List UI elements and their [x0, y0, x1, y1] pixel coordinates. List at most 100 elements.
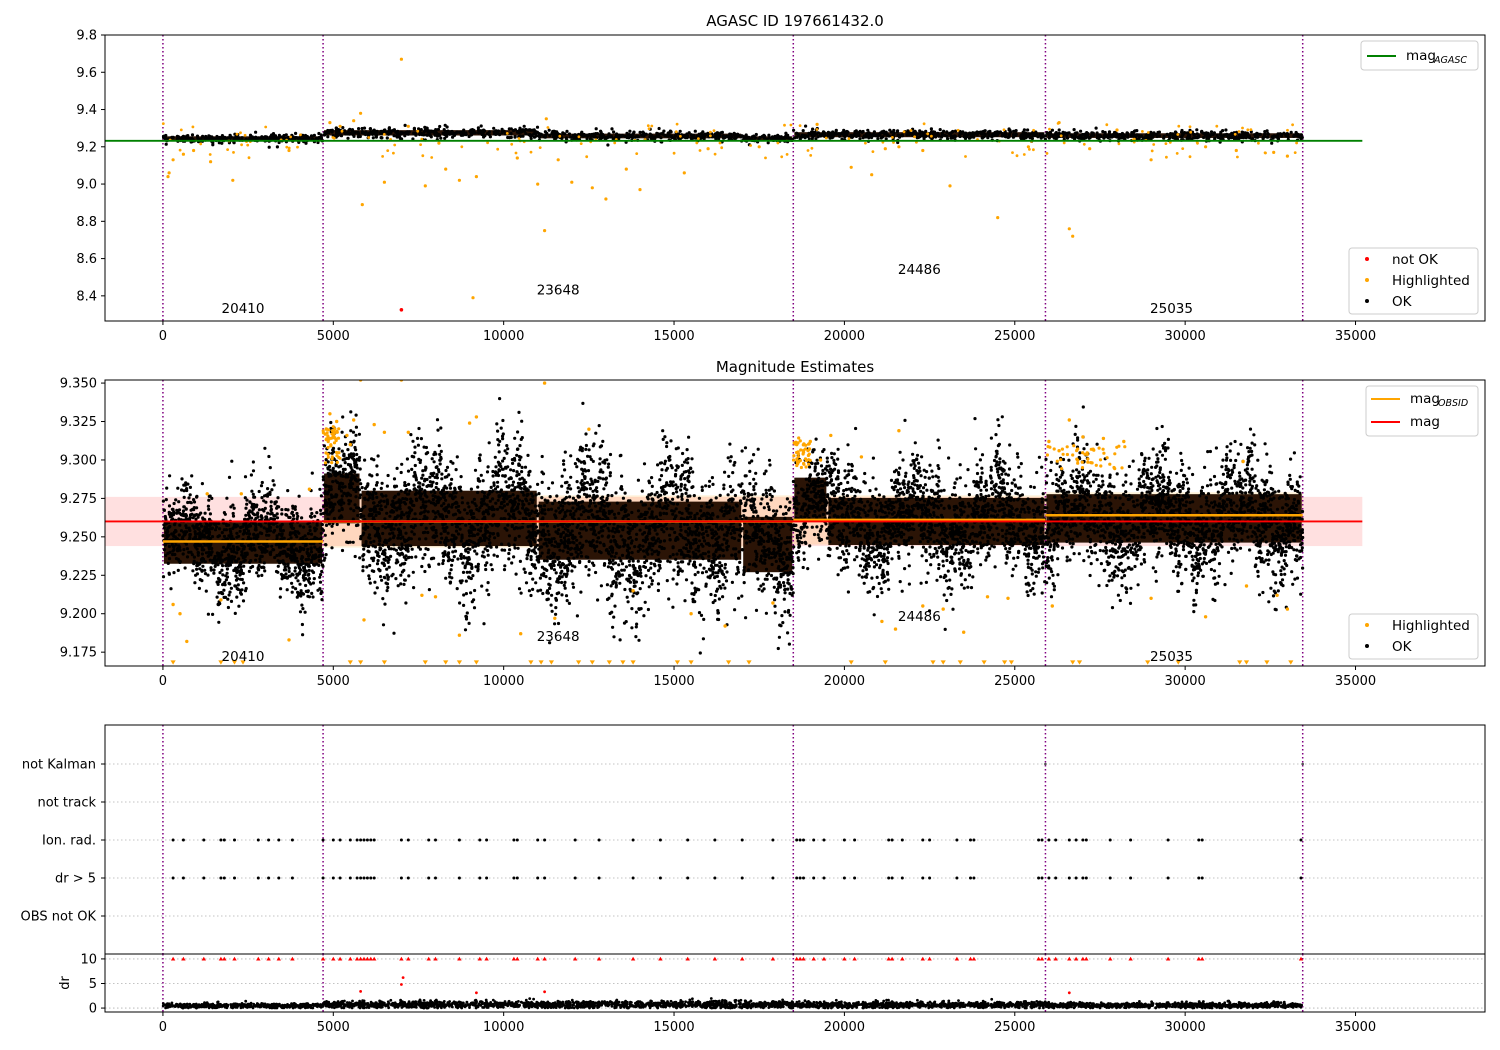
- ok-point: [1266, 132, 1270, 136]
- ok-point: [220, 550, 224, 554]
- ok-point: [249, 516, 254, 520]
- ok-point: [213, 558, 217, 562]
- ok-point: [313, 526, 317, 530]
- ok-point: [484, 567, 488, 572]
- ok-point: [319, 494, 323, 498]
- ok-point: [838, 134, 842, 138]
- ok-point: [328, 472, 332, 476]
- ok-point: [1157, 134, 1162, 138]
- highlighted-point: [243, 133, 247, 137]
- ok-point: [491, 474, 495, 478]
- ok-point: [846, 130, 850, 134]
- ok-point: [440, 504, 444, 508]
- ok-point: [432, 488, 436, 492]
- highlighted-point: [1032, 148, 1035, 152]
- ok-point: [1168, 136, 1172, 140]
- ok-point: [235, 595, 239, 599]
- ok-point: [436, 495, 440, 499]
- ok-point: [430, 129, 434, 133]
- ok-point: [503, 564, 507, 568]
- ok-point: [307, 136, 311, 140]
- y-tick-label: 9.0: [76, 178, 97, 193]
- ok-point: [214, 521, 218, 526]
- ok-point: [243, 517, 247, 522]
- ok-point: [493, 455, 497, 459]
- ok-point: [441, 515, 445, 520]
- ok-point: [455, 130, 459, 134]
- ok-point: [674, 468, 678, 472]
- ok-point: [355, 473, 359, 477]
- ok-point: [517, 510, 521, 514]
- ok-point: [469, 512, 473, 517]
- ok-point: [472, 606, 477, 610]
- ok-point: [376, 559, 380, 563]
- ok-point: [323, 556, 327, 560]
- ok-point: [274, 136, 279, 140]
- ok-point: [287, 566, 291, 571]
- ok-point: [986, 136, 990, 140]
- ok-point: [243, 555, 247, 559]
- ok-point: [452, 540, 456, 544]
- ok-point: [340, 506, 344, 511]
- ok-point: [480, 584, 484, 588]
- ok-point: [329, 501, 333, 505]
- ok-point: [319, 508, 323, 512]
- ok-point: [486, 493, 490, 497]
- ok-point: [211, 612, 215, 617]
- ok-point: [275, 516, 280, 520]
- ok-point: [243, 589, 248, 593]
- ok-point: [180, 477, 184, 481]
- ok-point: [231, 514, 236, 518]
- ok-point: [438, 124, 442, 129]
- ok-point: [241, 571, 245, 576]
- ok-point: [1013, 129, 1018, 133]
- ok-point: [239, 592, 243, 596]
- ok-point: [224, 578, 228, 582]
- highlighted-point: [340, 129, 344, 133]
- ok-point: [204, 522, 208, 526]
- highlighted-point: [546, 126, 550, 129]
- ok-point: [438, 462, 442, 466]
- ok-point: [166, 561, 170, 566]
- ok-point: [355, 452, 359, 457]
- ok-point: [165, 486, 169, 490]
- ok-point: [496, 480, 500, 484]
- ok-point: [382, 557, 386, 561]
- ok-point: [284, 572, 288, 576]
- highlighted-point: [1067, 227, 1071, 231]
- ok-point: [392, 477, 397, 481]
- ok-point: [225, 575, 230, 579]
- ok-point: [263, 569, 267, 573]
- ok-point: [247, 569, 251, 574]
- ok-point: [351, 430, 356, 434]
- ok-point: [670, 134, 674, 138]
- ok-point: [567, 132, 572, 136]
- ok-point: [332, 495, 336, 499]
- ok-point: [1022, 132, 1026, 136]
- highlighted-point: [1026, 145, 1030, 149]
- ok-point: [441, 561, 445, 566]
- ok-point: [243, 496, 247, 500]
- ok-point: [235, 587, 239, 591]
- ok-point: [807, 137, 811, 141]
- ok-point: [188, 516, 192, 520]
- ok-point: [1069, 133, 1074, 137]
- ok-point: [217, 521, 221, 526]
- ok-point: [915, 136, 919, 140]
- highlighted-point: [1088, 147, 1092, 151]
- ok-point: [257, 508, 261, 512]
- ok-point: [359, 537, 363, 541]
- ok-point: [636, 135, 641, 139]
- ok-point: [241, 599, 246, 603]
- ok-point: [518, 463, 522, 467]
- ok-point: [640, 133, 644, 137]
- ok-point: [417, 491, 421, 495]
- y-tick-label: 9.2: [76, 140, 97, 155]
- ok-point: [285, 588, 289, 592]
- ok-point: [471, 540, 475, 544]
- ok-point: [434, 485, 438, 490]
- ok-point: [1120, 131, 1124, 136]
- ok-point: [211, 561, 215, 565]
- ok-point: [444, 576, 448, 580]
